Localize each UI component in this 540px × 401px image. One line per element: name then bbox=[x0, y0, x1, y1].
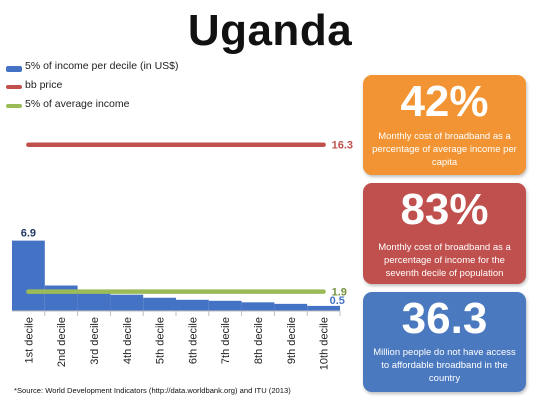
source-note: *Source: World Development Indicators (h… bbox=[14, 386, 291, 395]
data-label-bb-price-10th-decile: 16.3 bbox=[332, 140, 353, 152]
x-tick-label-7th-decile: 7th decile bbox=[220, 317, 232, 364]
data-label-5-of-income-per-decile-in-us-1st-decile: 6.9 bbox=[21, 228, 36, 240]
stat-card-without-access: 36.3 Million people do not have access t… bbox=[363, 292, 526, 392]
page-title: Uganda bbox=[187, 6, 353, 55]
bar-7th-decile bbox=[208, 300, 242, 311]
x-tick-label-5th-decile: 5th decile bbox=[155, 317, 167, 364]
legend-label: 5% of income per decile (in US$) bbox=[25, 60, 179, 72]
x-tick-label-3rd-decile: 3rd decile bbox=[89, 317, 101, 365]
stat-description: Million people do not have access to aff… bbox=[373, 347, 516, 384]
legend-swatch-bb-price bbox=[6, 85, 22, 89]
stat-card-seventh-decile: 83% Monthly cost of broadband as a perce… bbox=[363, 183, 526, 284]
legend-swatch-average-income bbox=[6, 104, 22, 108]
x-tick-label-4th-decile: 4th decile bbox=[122, 317, 134, 364]
bar-3rd-decile bbox=[77, 291, 111, 311]
bar-6th-decile bbox=[176, 299, 209, 311]
stat-card-average-income: 42% Monthly cost of broadband as a perce… bbox=[363, 75, 526, 175]
bar-4th-decile bbox=[110, 294, 144, 311]
stat-value: 42% bbox=[400, 77, 489, 126]
data-label-5-of-income-per-decile-in-us-10th-decile: 0.5 bbox=[330, 295, 345, 307]
bar-10th-decile bbox=[307, 305, 340, 311]
stat-value: 83% bbox=[400, 185, 489, 234]
bar-8th-decile bbox=[241, 302, 275, 311]
bar-2nd-decile bbox=[44, 285, 78, 311]
stat-value: 36.3 bbox=[401, 294, 488, 343]
data-label-5-of-average-income-10th-decile: 1.9 bbox=[332, 287, 347, 299]
stat-description: Monthly cost of broadband as a percentag… bbox=[378, 242, 511, 279]
x-tick-label-1st-decile: 1st decile bbox=[23, 317, 35, 363]
bar-9th-decile bbox=[274, 303, 308, 311]
bar-5th-decile bbox=[143, 297, 176, 311]
x-tick-label-2nd-decile: 2nd decile bbox=[56, 317, 68, 367]
stat-description: Monthly cost of broadband as a percentag… bbox=[372, 131, 517, 168]
legend-swatch-income-per-decile bbox=[6, 66, 22, 72]
legend-label: 5% of average income bbox=[25, 98, 130, 110]
x-tick-label-10th-decile: 10th decile bbox=[319, 317, 331, 370]
x-tick-label-6th-decile: 6th decile bbox=[187, 317, 199, 364]
bar-1st-decile bbox=[12, 240, 45, 311]
x-tick-label-8th-decile: 8th decile bbox=[253, 317, 265, 364]
x-tick-label-9th-decile: 9th decile bbox=[286, 317, 298, 364]
legend-label: bb price bbox=[25, 79, 63, 91]
